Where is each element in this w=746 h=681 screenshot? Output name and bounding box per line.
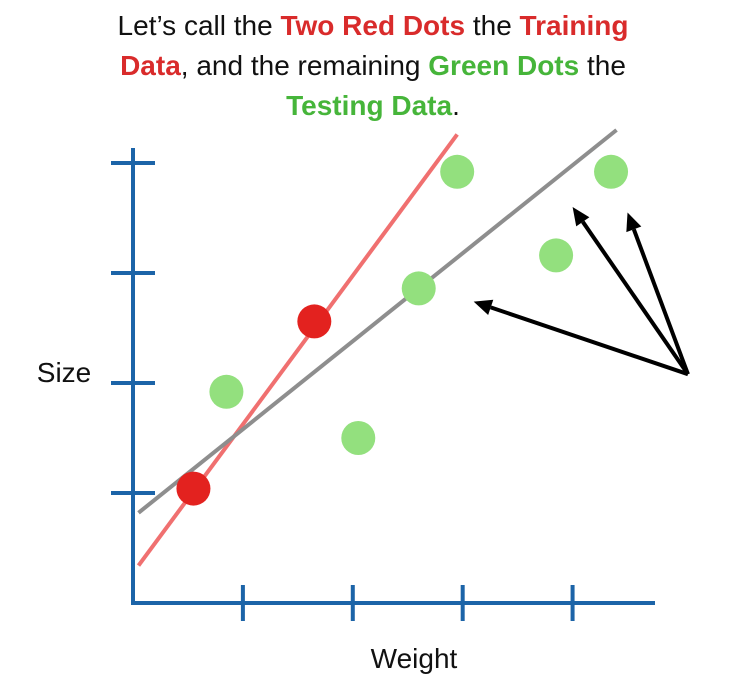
red-training-dot-2 <box>297 304 332 339</box>
green-testing-dot-3 <box>401 271 436 306</box>
caption-green-dots: Green Dots <box>428 50 580 81</box>
fit-line-2 <box>137 128 618 515</box>
caption-two-red-dots: Two Red Dots <box>280 10 466 41</box>
y-axis-label: Size <box>37 357 91 388</box>
arrow-head-2 <box>572 207 590 227</box>
caption-training: Training <box>519 10 629 41</box>
caption-text-1: Let’s call the <box>117 10 281 41</box>
caption-text-2: the <box>465 10 520 41</box>
x-axis-label: Weight <box>371 643 458 674</box>
arrow-shaft-2 <box>581 220 690 376</box>
green-testing-dot-6 <box>594 154 629 189</box>
red-training-dot-1 <box>176 471 211 506</box>
green-testing-dot-4 <box>440 154 475 189</box>
caption-testing-data: Testing Data <box>286 90 453 121</box>
green-testing-dot-1 <box>209 374 244 409</box>
green-testing-dot-2 <box>341 421 376 455</box>
caption-text-4: the <box>579 50 626 81</box>
data-points <box>176 154 629 506</box>
caption-period: . <box>452 90 460 121</box>
fit-lines <box>136 128 618 567</box>
caption: Let’s call the Two Red Dots the Training… <box>0 6 746 126</box>
annotation-arrows <box>473 207 690 377</box>
arrow-head-1 <box>473 299 494 315</box>
caption-data: Data <box>120 50 181 81</box>
arrow-shaft-3 <box>631 228 690 375</box>
caption-text-3: , and the remaining <box>180 50 429 81</box>
arrow-shaft-1 <box>490 305 689 377</box>
axes <box>111 148 655 621</box>
green-testing-dot-5 <box>539 238 574 273</box>
arrow-head-3 <box>626 212 642 233</box>
